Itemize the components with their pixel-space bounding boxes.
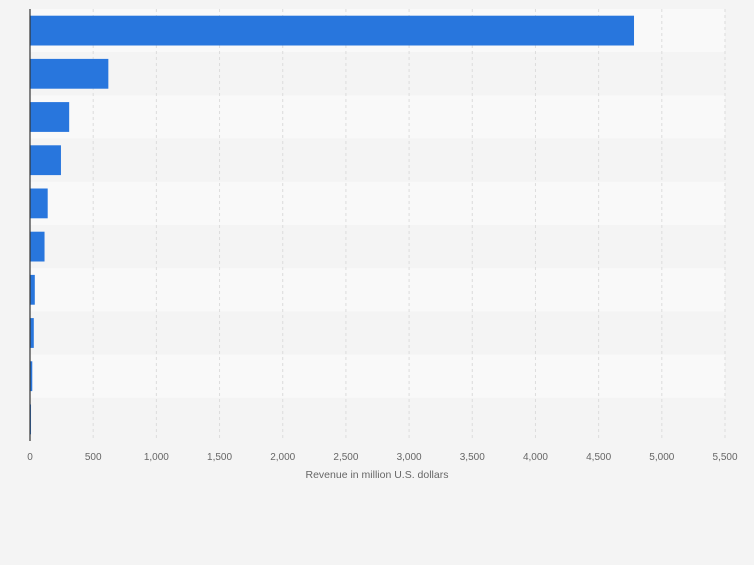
x-tick-label: 1,500 — [207, 452, 232, 463]
row-band — [30, 311, 725, 355]
bar — [30, 188, 48, 219]
bar — [30, 274, 35, 305]
x-tick-label: 0 — [27, 452, 33, 463]
row-band — [30, 225, 725, 269]
row-band — [30, 397, 725, 441]
x-tick-label: 1,000 — [144, 452, 169, 463]
bar — [30, 361, 33, 392]
row-bands — [30, 9, 725, 441]
x-tick-label: 500 — [85, 452, 102, 463]
bar — [30, 102, 70, 132]
bar — [30, 15, 635, 46]
x-axis-label: Revenue in million U.S. dollars — [306, 469, 449, 481]
row-band — [30, 52, 725, 96]
x-tick-label: 4,000 — [523, 452, 548, 463]
bar — [30, 58, 109, 89]
row-band — [30, 354, 725, 398]
x-tick-label: 3,500 — [460, 452, 485, 463]
row-band — [30, 268, 725, 312]
bars — [30, 15, 635, 435]
bar — [30, 145, 61, 176]
x-tick-label: 5,500 — [712, 452, 737, 463]
bar — [30, 318, 34, 348]
bar — [30, 231, 45, 262]
x-tick-labels: 0 500 1,000 1,500 2,000 2,500 3,000 3,500 4,000 4… — [27, 452, 738, 463]
x-tick-label: 2,500 — [333, 452, 358, 463]
row-band — [30, 181, 725, 225]
x-tick-label: 5,000 — [649, 452, 674, 463]
row-band — [30, 138, 725, 182]
x-tick-label: 4,500 — [586, 452, 611, 463]
row-band — [30, 95, 725, 139]
gridlines — [92, 9, 726, 441]
x-tick-label: 2,000 — [270, 452, 295, 463]
x-tick-label: 3,000 — [397, 452, 422, 463]
